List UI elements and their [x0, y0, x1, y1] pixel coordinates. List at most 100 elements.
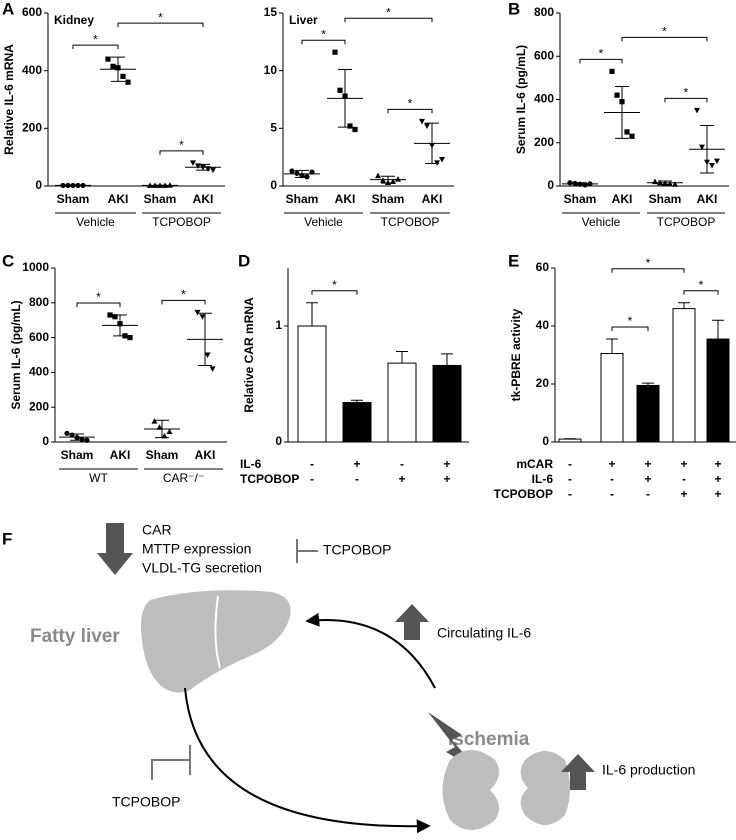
significance-bracket	[611, 268, 685, 273]
y-tick-label: 10	[264, 63, 278, 77]
y-tick-label: 800	[534, 5, 554, 19]
condition-sign: -	[310, 472, 314, 486]
inhibitor: TCPOBOP	[323, 542, 391, 558]
point	[629, 133, 635, 139]
up-arrow	[561, 754, 595, 790]
y-tick-label: 0	[275, 434, 282, 448]
y-tick-label: 60	[536, 260, 550, 274]
condition-sign: +	[608, 457, 615, 471]
kidney-icon	[520, 751, 570, 825]
significance-bracket	[579, 58, 623, 64]
bar	[342, 402, 372, 443]
point	[667, 180, 673, 187]
group-label: WT	[89, 471, 108, 485]
condition-sign: +	[353, 457, 360, 471]
panel-label: A	[2, 0, 14, 18]
condition-sign: -	[568, 472, 572, 486]
point	[127, 335, 133, 341]
x-tick-label: AKI	[697, 192, 718, 206]
point	[294, 170, 300, 176]
condition-sign: -	[610, 487, 614, 501]
effect: VLDL-TG secretion	[142, 560, 262, 576]
condition-label: TCPOBOP	[494, 487, 553, 501]
significance-label: *	[628, 314, 633, 328]
point	[156, 424, 163, 430]
y-tick-label: 0	[547, 178, 554, 192]
significance-bracket	[161, 299, 206, 305]
condition-sign: -	[646, 487, 650, 501]
point	[209, 366, 216, 372]
y-tick-label: 5	[270, 121, 277, 135]
y-tick-label: 0	[542, 434, 549, 448]
liver-lobe	[214, 595, 221, 669]
flow-arrow	[305, 612, 436, 689]
significance-label: *	[179, 138, 184, 152]
condition-sign: +	[644, 457, 651, 471]
point	[210, 167, 216, 174]
point	[699, 144, 705, 151]
sd-bar	[615, 86, 629, 139]
group-label: TCPOBOP	[657, 215, 716, 229]
point	[332, 49, 338, 55]
ischemia-label: Ischemia	[448, 729, 530, 750]
x-tick-label: AKI	[193, 192, 214, 206]
condition-sign: +	[680, 487, 687, 501]
significance-bracket	[159, 150, 204, 155]
x-tick-label: AKI	[110, 448, 131, 462]
lightning	[428, 712, 480, 772]
down-arrow	[97, 523, 133, 575]
y-tick-label: 400	[534, 92, 554, 106]
sd-bar	[658, 180, 672, 185]
x-tick-label: AKI	[195, 448, 216, 462]
bar	[387, 362, 417, 443]
group-label: CAR⁻/⁻	[163, 471, 204, 485]
significance-label: *	[332, 278, 337, 292]
condition-sign: +	[398, 472, 405, 486]
point	[166, 428, 173, 435]
point	[694, 107, 700, 114]
y-tick-label: 800	[29, 295, 49, 309]
group-label: TCPOBOP	[152, 215, 211, 229]
point	[672, 181, 678, 187]
panel-title: Kidney	[54, 13, 94, 27]
significance-label: *	[181, 288, 186, 302]
y-tick-label: 600	[22, 5, 42, 19]
point	[125, 79, 131, 85]
condition-label: mCAR	[516, 457, 553, 471]
point	[352, 126, 358, 133]
point	[112, 314, 118, 320]
point	[190, 160, 196, 166]
significance-bracket	[664, 97, 708, 103]
point	[110, 63, 116, 69]
y-axis-label: Serum IL-6 (pg/mL)	[9, 300, 23, 409]
point	[337, 87, 343, 93]
condition-label: IL-6	[532, 472, 554, 486]
panel-label: D	[238, 251, 250, 270]
significance-bracket	[344, 17, 433, 23]
y-axis-label: tk-PBRE activity	[509, 308, 523, 401]
x-tick-label: Sham	[649, 192, 682, 206]
point	[84, 437, 90, 443]
significance-label: *	[646, 256, 651, 270]
kidney-icon	[442, 750, 499, 830]
point	[105, 56, 111, 62]
sd-bar	[425, 122, 439, 165]
y-tick-label: 0	[35, 178, 42, 192]
significance-label: *	[321, 27, 326, 41]
condition-sign: -	[355, 472, 359, 486]
point	[304, 174, 310, 180]
x-tick-label: AKI	[422, 192, 443, 206]
point	[199, 314, 206, 320]
point	[347, 123, 353, 129]
condition-sign: +	[644, 472, 651, 486]
group-label: Vehicle	[582, 215, 621, 229]
significance-label: *	[684, 85, 689, 99]
group-label: Vehicle	[304, 215, 343, 229]
effect: CAR	[142, 522, 172, 538]
point	[107, 312, 113, 318]
error-bar	[396, 351, 408, 364]
bar	[432, 364, 462, 443]
panel-label: F	[2, 529, 12, 548]
condition-label: TCPOBOP	[240, 472, 299, 486]
